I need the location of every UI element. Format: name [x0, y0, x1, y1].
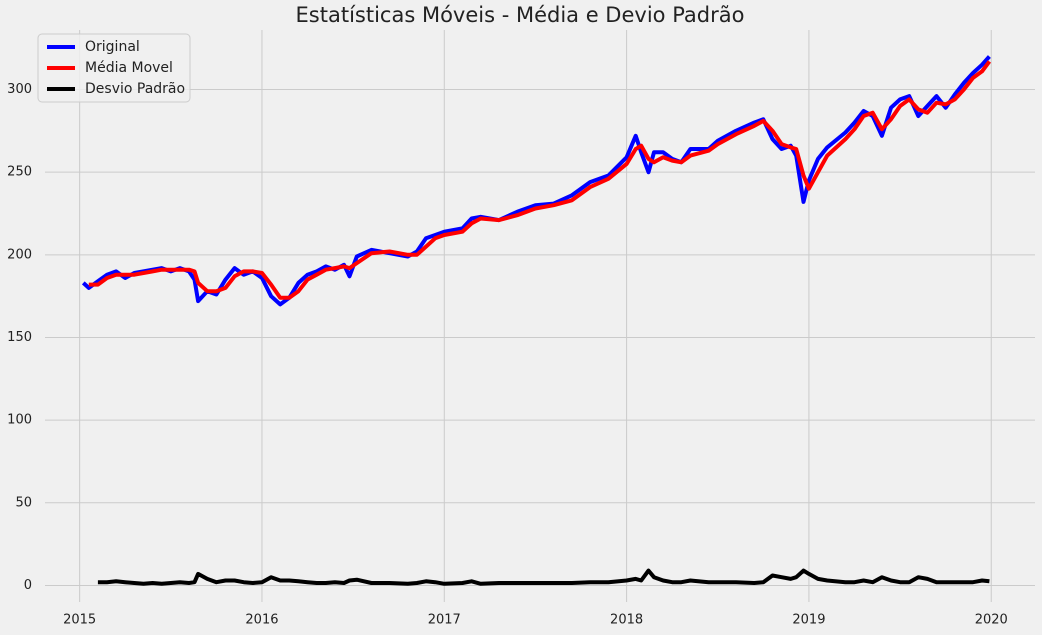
series-line: [97, 568, 990, 586]
x-tick-label: 2015: [63, 613, 96, 628]
series-line: [81, 55, 991, 307]
x-tick-label: 2018: [610, 613, 643, 628]
y-tick-label: 0: [24, 578, 32, 593]
y-tick-label: 50: [15, 495, 32, 510]
y-tick-label: 300: [7, 82, 32, 97]
y-tick-label: 100: [7, 413, 32, 428]
x-tick-label: 2020: [975, 613, 1008, 628]
legend-label: Desvio Padrão: [85, 81, 185, 97]
chart-title: Estatísticas Móveis - Média e Devio Padr…: [296, 3, 745, 27]
legend-label: Média Movel: [85, 60, 173, 76]
y-tick-label: 200: [7, 247, 32, 262]
series-line: [88, 60, 992, 300]
y-tick-label: 150: [7, 330, 32, 345]
legend-label: Original: [85, 39, 140, 55]
x-tick-label: 2019: [792, 613, 825, 628]
legend-box: [37, 33, 191, 103]
y-tick-label: 250: [7, 165, 32, 180]
x-tick-label: 2017: [428, 613, 461, 628]
x-tick-label: 2016: [245, 613, 278, 628]
